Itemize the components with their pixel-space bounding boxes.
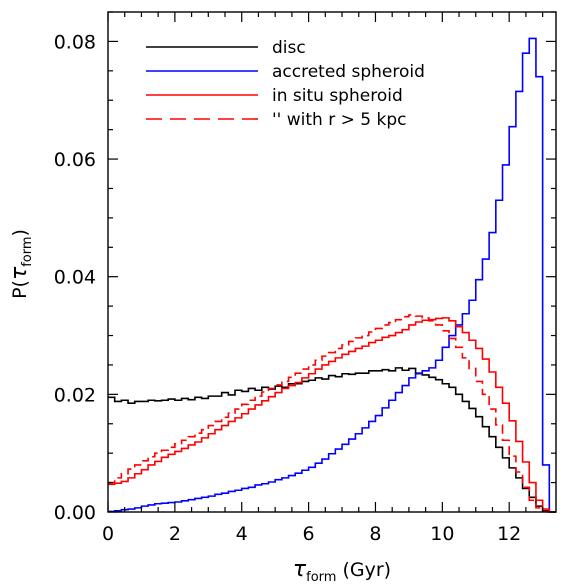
- x-axis-label-unit: (Gyr): [336, 559, 391, 581]
- y-axis-label-prefix: P(: [9, 280, 31, 299]
- y-tick-label: 0.08: [54, 31, 96, 53]
- legend-label-3: in situ spheroid: [272, 86, 403, 106]
- series-line-3: [108, 317, 556, 513]
- x-axis-label-subscript: form: [306, 570, 336, 584]
- y-tick-label: 0.02: [54, 384, 96, 406]
- x-tick-label: 4: [236, 523, 248, 545]
- y-tick-label: 0.00: [54, 502, 96, 524]
- y-tick-label: 0.06: [54, 149, 96, 171]
- x-tick-label: 0: [102, 523, 114, 545]
- x-tick-label: 6: [303, 523, 315, 545]
- x-tick-label: 10: [430, 523, 454, 545]
- series-layer: [108, 37, 556, 513]
- series-line-4: [108, 314, 556, 513]
- y-axis-label-suffix: ): [9, 229, 31, 236]
- y-axis-label-symbol: τ: [7, 266, 32, 280]
- axes-layer: 0 2 4 6 8 10 12 0.00 0.02 0.04 0.06 0.08: [54, 11, 557, 545]
- y-tick-label: 0.04: [54, 267, 96, 289]
- legend: disc accreted spheroid in situ spheroid '' …: [146, 38, 425, 130]
- x-tick-label: 8: [369, 523, 381, 545]
- x-axis-label: τform (Gyr): [293, 557, 391, 584]
- legend-label-1: disc: [272, 38, 306, 58]
- y-axis-label: P(τform): [7, 229, 35, 299]
- x-tick-label: 12: [497, 523, 521, 545]
- plot-frame: [107, 11, 557, 513]
- series-line-1: [108, 367, 556, 513]
- legend-label-2: accreted spheroid: [272, 62, 425, 82]
- x-tick-label: 2: [169, 523, 181, 545]
- x-axis-label-symbol: τ: [293, 557, 307, 582]
- legend-label-4: '' with r > 5 kpc: [272, 110, 406, 130]
- y-axis-label-subscript: form: [20, 236, 35, 266]
- series-line-2: [108, 37, 556, 513]
